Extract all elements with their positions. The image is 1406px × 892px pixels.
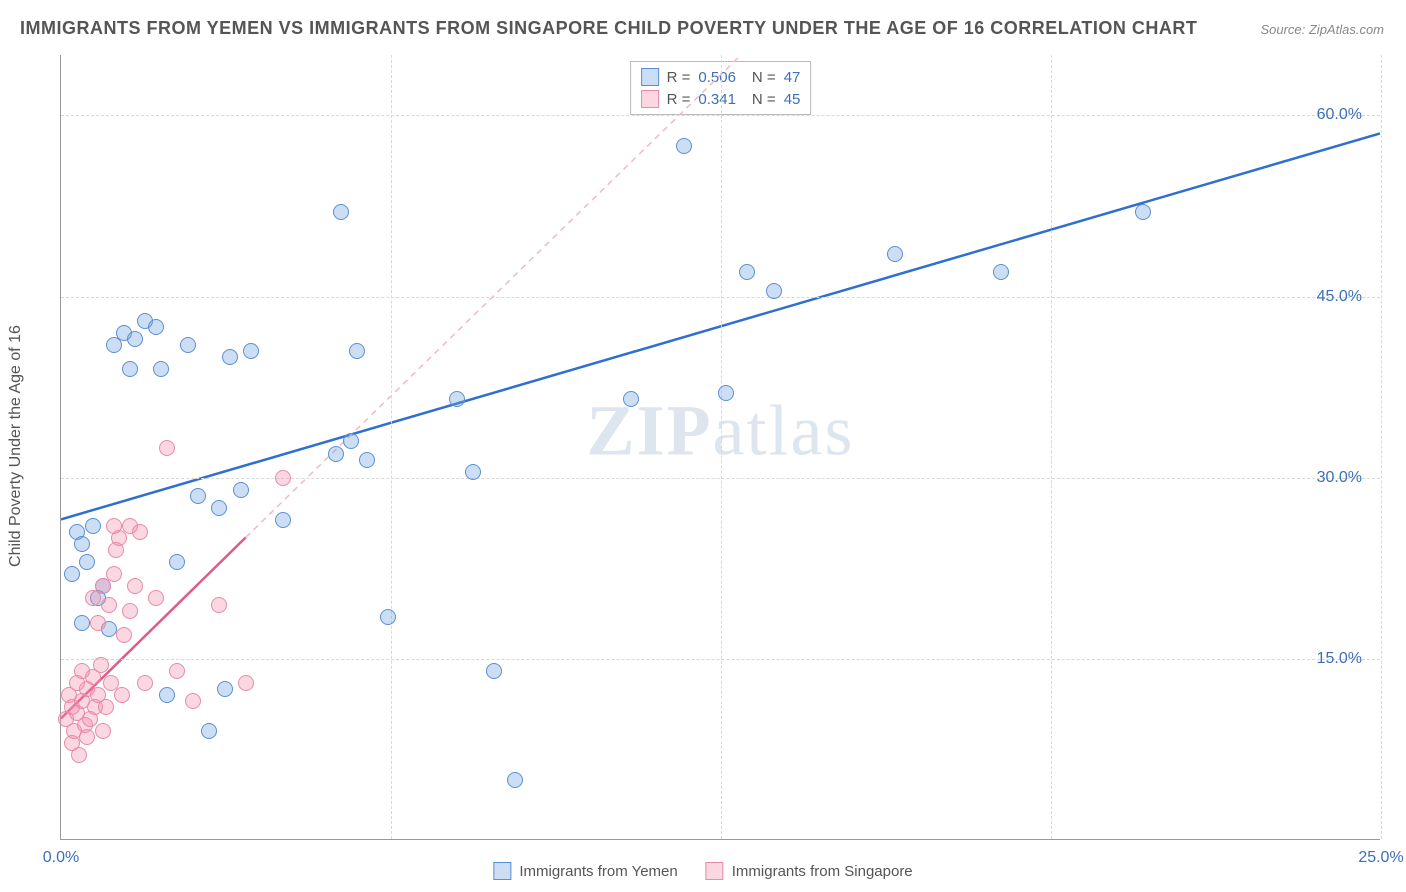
scatter-point-singapore bbox=[127, 578, 143, 594]
scatter-point-singapore bbox=[132, 524, 148, 540]
scatter-point-yemen bbox=[1135, 204, 1151, 220]
scatter-point-yemen bbox=[887, 246, 903, 262]
scatter-point-yemen bbox=[153, 361, 169, 377]
scatter-point-yemen bbox=[718, 385, 734, 401]
scatter-point-yemen bbox=[148, 319, 164, 335]
scatter-point-singapore bbox=[185, 693, 201, 709]
scatter-point-yemen bbox=[739, 264, 755, 280]
scatter-point-yemen bbox=[449, 391, 465, 407]
scatter-point-yemen bbox=[333, 204, 349, 220]
scatter-point-yemen bbox=[64, 566, 80, 582]
scatter-point-yemen bbox=[159, 687, 175, 703]
stat-R-value-singapore: 0.341 bbox=[698, 91, 736, 108]
scatter-point-singapore bbox=[275, 470, 291, 486]
swatch-pink-icon bbox=[706, 862, 724, 880]
stat-R-label: R = bbox=[667, 91, 691, 108]
x-tick-label: 0.0% bbox=[43, 849, 79, 867]
scatter-point-yemen bbox=[275, 512, 291, 528]
scatter-point-singapore bbox=[137, 675, 153, 691]
bottom-legend: Immigrants from Yemen Immigrants from Si… bbox=[493, 862, 912, 880]
scatter-point-yemen bbox=[243, 343, 259, 359]
x-tick-label: 25.0% bbox=[1358, 849, 1403, 867]
scatter-point-yemen bbox=[993, 264, 1009, 280]
stat-R-value-yemen: 0.506 bbox=[698, 69, 736, 86]
watermark-zip: ZIP bbox=[587, 391, 713, 471]
scatter-point-singapore bbox=[71, 747, 87, 763]
chart-title: IMMIGRANTS FROM YEMEN VS IMMIGRANTS FROM… bbox=[20, 18, 1197, 39]
stat-N-value-singapore: 45 bbox=[784, 91, 801, 108]
scatter-point-yemen bbox=[190, 488, 206, 504]
stat-R-label: R = bbox=[667, 69, 691, 86]
y-axis-title: Child Poverty Under the Age of 16 bbox=[7, 325, 25, 567]
scatter-point-yemen bbox=[127, 331, 143, 347]
legend-item-singapore: Immigrants from Singapore bbox=[706, 862, 913, 880]
scatter-point-yemen bbox=[349, 343, 365, 359]
scatter-point-yemen bbox=[328, 446, 344, 462]
scatter-point-yemen bbox=[222, 349, 238, 365]
scatter-point-yemen bbox=[74, 536, 90, 552]
stat-N-label: N = bbox=[752, 91, 776, 108]
scatter-point-yemen bbox=[217, 681, 233, 697]
scatter-point-singapore bbox=[106, 566, 122, 582]
scatter-point-singapore bbox=[101, 597, 117, 613]
legend-label-yemen: Immigrants from Yemen bbox=[519, 863, 677, 880]
plot-area: ZIPatlas R = 0.506 N = 47 R = 0.341 N = … bbox=[60, 55, 1380, 840]
legend-item-yemen: Immigrants from Yemen bbox=[493, 862, 677, 880]
y-tick-label: 45.0% bbox=[1317, 288, 1362, 306]
gridline-vertical bbox=[721, 55, 722, 839]
scatter-point-singapore bbox=[79, 729, 95, 745]
swatch-blue-icon bbox=[493, 862, 511, 880]
scatter-point-yemen bbox=[233, 482, 249, 498]
scatter-point-singapore bbox=[211, 597, 227, 613]
scatter-point-yemen bbox=[486, 663, 502, 679]
scatter-point-yemen bbox=[766, 283, 782, 299]
swatch-blue-icon bbox=[641, 68, 659, 86]
stat-N-value-yemen: 47 bbox=[784, 69, 801, 86]
scatter-point-yemen bbox=[169, 554, 185, 570]
scatter-point-singapore bbox=[122, 603, 138, 619]
swatch-pink-icon bbox=[641, 90, 659, 108]
watermark-atlas: atlas bbox=[713, 391, 855, 471]
scatter-point-singapore bbox=[95, 723, 111, 739]
scatter-point-yemen bbox=[623, 391, 639, 407]
scatter-point-yemen bbox=[343, 433, 359, 449]
scatter-point-singapore bbox=[98, 699, 114, 715]
scatter-point-yemen bbox=[74, 615, 90, 631]
gridline-vertical bbox=[1051, 55, 1052, 839]
y-tick-label: 15.0% bbox=[1317, 650, 1362, 668]
scatter-point-yemen bbox=[85, 518, 101, 534]
legend-label-singapore: Immigrants from Singapore bbox=[732, 863, 913, 880]
scatter-point-yemen bbox=[676, 138, 692, 154]
scatter-point-singapore bbox=[114, 687, 130, 703]
scatter-point-singapore bbox=[238, 675, 254, 691]
source-attribution: Source: ZipAtlas.com bbox=[1260, 22, 1384, 37]
gridline-vertical bbox=[391, 55, 392, 839]
scatter-point-yemen bbox=[211, 500, 227, 516]
scatter-point-yemen bbox=[201, 723, 217, 739]
scatter-point-yemen bbox=[122, 361, 138, 377]
scatter-point-singapore bbox=[169, 663, 185, 679]
scatter-point-yemen bbox=[180, 337, 196, 353]
scatter-point-singapore bbox=[93, 657, 109, 673]
scatter-point-yemen bbox=[79, 554, 95, 570]
scatter-point-yemen bbox=[359, 452, 375, 468]
scatter-point-yemen bbox=[507, 772, 523, 788]
scatter-point-yemen bbox=[380, 609, 396, 625]
y-tick-label: 30.0% bbox=[1317, 469, 1362, 487]
stat-N-label: N = bbox=[752, 69, 776, 86]
scatter-point-singapore bbox=[159, 440, 175, 456]
scatter-point-singapore bbox=[116, 627, 132, 643]
y-tick-label: 60.0% bbox=[1317, 106, 1362, 124]
gridline-vertical bbox=[1381, 55, 1382, 839]
scatter-point-yemen bbox=[465, 464, 481, 480]
scatter-point-singapore bbox=[90, 615, 106, 631]
scatter-point-singapore bbox=[148, 590, 164, 606]
